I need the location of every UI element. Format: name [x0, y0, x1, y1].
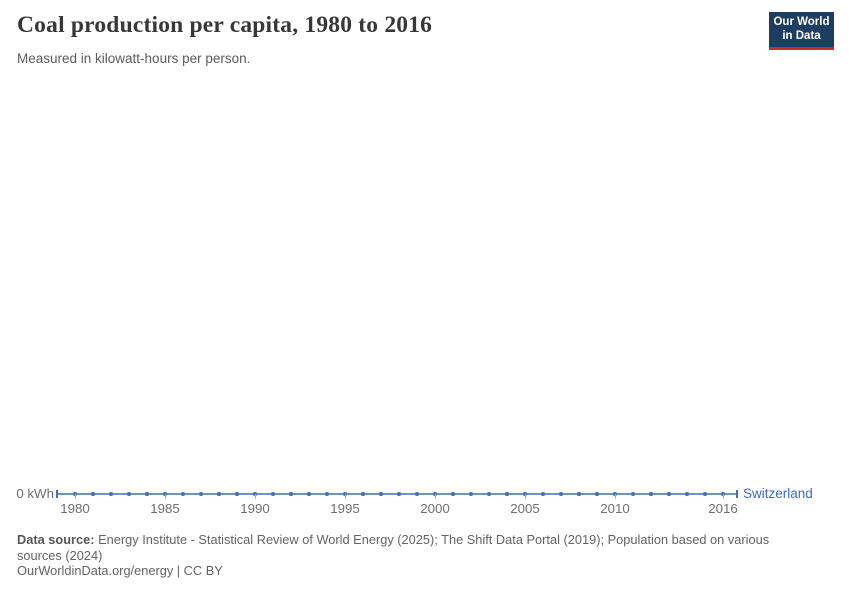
data-point[interactable]: [577, 492, 581, 496]
data-point[interactable]: [595, 492, 599, 496]
y-axis-zero-label: 0 kWh: [16, 486, 54, 501]
data-point[interactable]: [379, 492, 383, 496]
chart-subtitle: Measured in kilowatt-hours per person.: [17, 51, 251, 66]
x-axis-tick: [723, 494, 724, 499]
data-point[interactable]: [289, 492, 293, 496]
data-point[interactable]: [235, 492, 239, 496]
data-point[interactable]: [541, 492, 545, 496]
data-point[interactable]: [631, 492, 635, 496]
data-point[interactable]: [217, 492, 221, 496]
x-axis-tick: [525, 494, 526, 499]
owid-logo[interactable]: Our World in Data: [769, 12, 834, 50]
data-point[interactable]: [721, 492, 725, 496]
x-axis-tick-label: 1990: [240, 501, 270, 516]
data-point[interactable]: [613, 492, 617, 496]
data-point[interactable]: [253, 492, 257, 496]
x-axis-tick-label: 1980: [60, 501, 90, 516]
data-point[interactable]: [181, 492, 185, 496]
x-axis-tick: [345, 494, 346, 499]
data-point[interactable]: [73, 492, 77, 496]
data-point[interactable]: [415, 492, 419, 496]
data-point[interactable]: [199, 492, 203, 496]
x-axis-tick: [165, 494, 166, 499]
data-point[interactable]: [163, 492, 167, 496]
data-source-label: Data source:: [17, 532, 95, 547]
data-point[interactable]: [91, 492, 95, 496]
data-point[interactable]: [325, 492, 329, 496]
data-point[interactable]: [127, 492, 131, 496]
x-axis-tick-label: 1985: [150, 501, 180, 516]
data-point[interactable]: [559, 492, 563, 496]
x-axis-tick-label: 2016: [708, 501, 738, 516]
data-point[interactable]: [397, 492, 401, 496]
x-axis-tick-label: 1995: [330, 501, 360, 516]
data-point[interactable]: [523, 492, 527, 496]
plot-area: 0 kWh Switzerland 1980 1985 1990 1995 2000 20…: [0, 70, 850, 516]
owid-logo-text-line1: Our World: [773, 16, 830, 28]
x-axis-tick: [435, 494, 436, 499]
axis-end-cap: [736, 490, 738, 498]
data-point[interactable]: [271, 492, 275, 496]
data-point[interactable]: [487, 492, 491, 496]
data-point[interactable]: [433, 492, 437, 496]
axis-start-cap: [56, 490, 58, 498]
x-axis-tick: [255, 494, 256, 499]
data-point[interactable]: [307, 492, 311, 496]
series-label-switzerland[interactable]: Switzerland: [743, 486, 813, 501]
data-source-text: Energy Institute - Statistical Review of…: [17, 532, 770, 563]
data-point[interactable]: [667, 492, 671, 496]
page-title: Coal production per capita, 1980 to 2016: [17, 12, 433, 38]
x-axis-tick-label: 2010: [600, 501, 630, 516]
data-point[interactable]: [649, 492, 653, 496]
data-point[interactable]: [469, 492, 473, 496]
data-point[interactable]: [685, 492, 689, 496]
license-link[interactable]: OurWorldinData.org/energy | CC BY: [17, 563, 223, 578]
series-line-switzerland: [57, 493, 737, 495]
x-axis-tick-label: 2005: [510, 501, 540, 516]
data-point[interactable]: [361, 492, 365, 496]
data-point[interactable]: [145, 492, 149, 496]
data-point[interactable]: [109, 492, 113, 496]
chart-footer: Data source: Energy Institute - Statisti…: [17, 532, 813, 579]
data-point[interactable]: [505, 492, 509, 496]
x-axis-tick-label: 2000: [420, 501, 450, 516]
data-point[interactable]: [703, 492, 707, 496]
data-source-line: Data source: Energy Institute - Statisti…: [17, 532, 813, 563]
x-axis-tick: [75, 494, 76, 499]
data-point[interactable]: [343, 492, 347, 496]
owid-logo-text-line2: in Data: [782, 29, 821, 42]
data-point[interactable]: [451, 492, 455, 496]
x-axis-tick: [615, 494, 616, 499]
